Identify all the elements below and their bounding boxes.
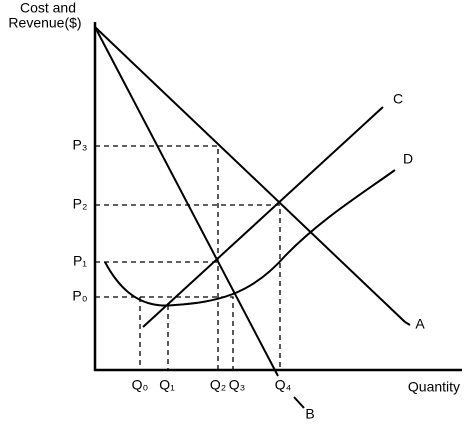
curve-a bbox=[94, 26, 406, 323]
curve-b-leader bbox=[293, 396, 305, 409]
quantity-label: Q₄ bbox=[275, 377, 292, 393]
curve-b bbox=[94, 26, 279, 377]
curve-a-leader bbox=[404, 321, 411, 326]
quantity-label: Q₃ bbox=[229, 377, 246, 393]
guide-p2 bbox=[95, 204, 281, 370]
price-label: P₂ bbox=[73, 196, 88, 212]
y-axis-label: Cost and bbox=[20, 0, 76, 16]
quantity-label: Q₂ bbox=[210, 377, 226, 393]
price-label: P₁ bbox=[73, 253, 87, 269]
quantity-label: Q₀ bbox=[132, 377, 149, 393]
curve-label: C bbox=[393, 91, 403, 107]
quantity-label: Q₁ bbox=[159, 377, 175, 393]
curve-label: B bbox=[305, 406, 314, 422]
curve-label: D bbox=[403, 151, 413, 167]
guide-p3 bbox=[95, 145, 219, 370]
x-axis-label: Quantity bbox=[408, 379, 460, 395]
curve-label: A bbox=[415, 316, 425, 332]
curve-c bbox=[142, 106, 384, 328]
guide-p0 bbox=[95, 296, 234, 370]
price-label: P₃ bbox=[72, 137, 87, 153]
y-axis-label: Revenue($) bbox=[8, 15, 81, 31]
price-label: P₀ bbox=[72, 288, 87, 304]
curve-d bbox=[104, 169, 396, 307]
